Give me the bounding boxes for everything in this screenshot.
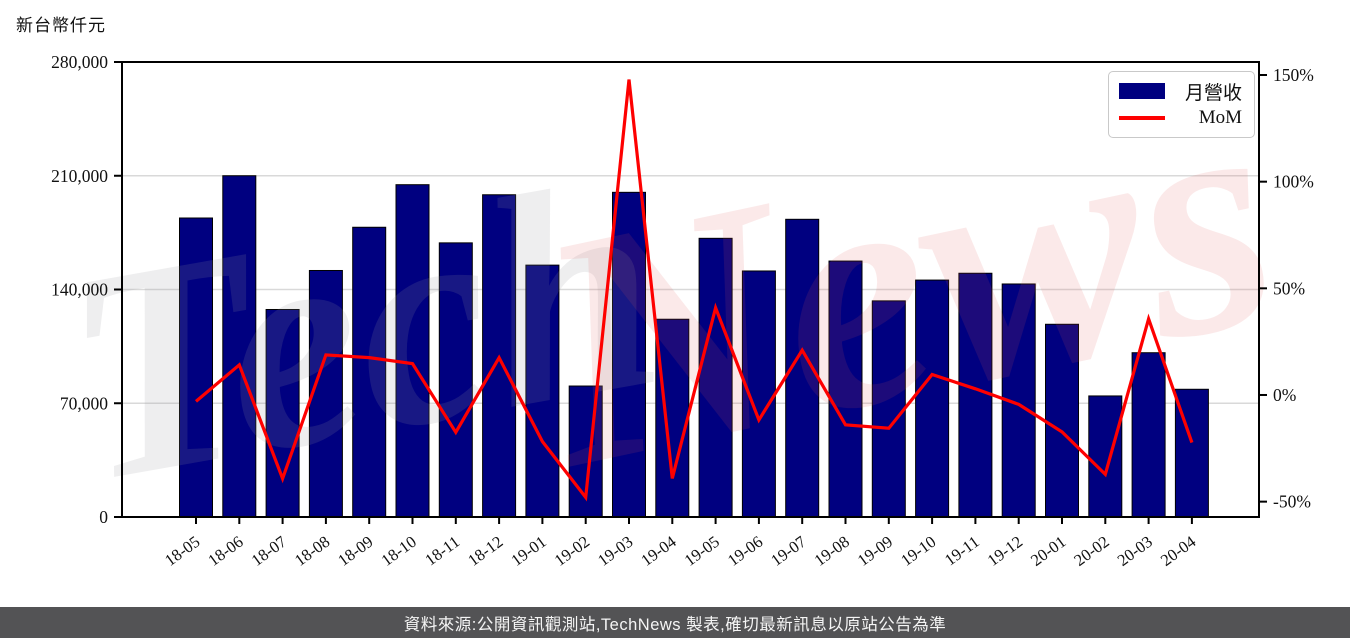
revenue-bar-20-02 xyxy=(1088,395,1123,518)
x-tick-label-19-05: 19-05 xyxy=(681,532,723,570)
footer-bar: 資料來源:公開資訊觀測站,TechNews 製表,確切最新訊息以原站公告為準 xyxy=(0,607,1350,638)
x-tick-label-18-07: 18-07 xyxy=(248,532,290,570)
legend-row-mom: MoM xyxy=(1119,106,1242,130)
revenue-bar-19-01 xyxy=(525,264,560,518)
revenue-bar-19-10 xyxy=(915,279,950,518)
footer-text: 資料來源:公開資訊觀測站,TechNews 製表,確切最新訊息以原站公告為準 xyxy=(403,615,947,634)
y-tick-left-label-0: 0 xyxy=(99,507,108,527)
y-tick-right-label-0: 0% xyxy=(1273,385,1296,405)
y-tick-right-label--50: -50% xyxy=(1273,492,1311,512)
legend-mom-line-icon xyxy=(1119,116,1165,120)
legend-row-revenue: 月營收 xyxy=(1119,79,1242,104)
revenue-bar-18-11 xyxy=(438,242,473,518)
x-tick-label-19-12: 19-12 xyxy=(984,532,1026,570)
x-tick-label-19-08: 19-08 xyxy=(811,532,853,570)
x-tick-label-20-03: 20-03 xyxy=(1114,532,1156,570)
x-tick-label-18-10: 18-10 xyxy=(378,532,420,570)
x-tick-label-18-08: 18-08 xyxy=(291,532,333,570)
x-tick-label-18-05: 18-05 xyxy=(161,532,203,570)
x-tick-label-20-02: 20-02 xyxy=(1070,532,1112,570)
x-tick-label-18-12: 18-12 xyxy=(464,532,506,570)
legend-mom-label: MoM xyxy=(1198,107,1242,128)
revenue-bar-20-01 xyxy=(1045,323,1079,518)
revenue-bar-19-09 xyxy=(871,300,906,518)
y-tick-left-label-280000: 280,000 xyxy=(51,52,108,72)
y-tick-left-label-210000: 210,000 xyxy=(51,166,108,186)
y-tick-right-label-150: 150% xyxy=(1273,65,1314,85)
x-tick-label-18-06: 18-06 xyxy=(204,532,246,570)
revenue-bar-19-08 xyxy=(828,260,863,518)
revenue-bar-20-03 xyxy=(1131,352,1166,518)
revenue-bar-18-05 xyxy=(179,217,213,518)
y-tick-right-label-50: 50% xyxy=(1273,278,1305,298)
x-tick-label-19-03: 19-03 xyxy=(594,532,636,570)
x-tick-label-19-10: 19-10 xyxy=(897,532,939,570)
y-tick-left-label-70000: 70,000 xyxy=(60,393,108,413)
revenue-bar-19-11 xyxy=(958,272,993,518)
x-tick-label-19-11: 19-11 xyxy=(941,532,983,570)
x-tick-label-20-01: 20-01 xyxy=(1027,532,1069,570)
legend-revenue-label: 月營收 xyxy=(1184,82,1242,104)
y-tick-left-label-140000: 140,000 xyxy=(51,280,108,300)
x-tick-label-19-01: 19-01 xyxy=(507,532,549,570)
x-tick-label-18-11: 18-11 xyxy=(421,532,463,570)
revenue-bar-19-03 xyxy=(612,191,646,518)
x-tick-label-19-02: 19-02 xyxy=(551,532,593,570)
chart-legend: 月營收 MoM xyxy=(1108,71,1255,138)
x-tick-label-19-06: 19-06 xyxy=(724,532,766,570)
y-tick-right-label-100: 100% xyxy=(1273,172,1314,192)
x-tick-label-19-09: 19-09 xyxy=(854,532,896,570)
mom-line xyxy=(194,79,1194,502)
x-tick-label-19-07: 19-07 xyxy=(767,532,809,570)
x-tick-label-19-04: 19-04 xyxy=(637,532,679,570)
legend-revenue-swatch-icon xyxy=(1119,83,1165,99)
y-axis-title: 新台幣仟元 xyxy=(16,16,106,35)
revenue-bar-19-04 xyxy=(655,318,690,518)
x-tick-label-18-09: 18-09 xyxy=(334,532,376,570)
x-tick-label-20-04: 20-04 xyxy=(1157,532,1199,570)
revenue-bar-19-05 xyxy=(698,237,733,518)
revenue-bar-18-06 xyxy=(222,175,257,518)
